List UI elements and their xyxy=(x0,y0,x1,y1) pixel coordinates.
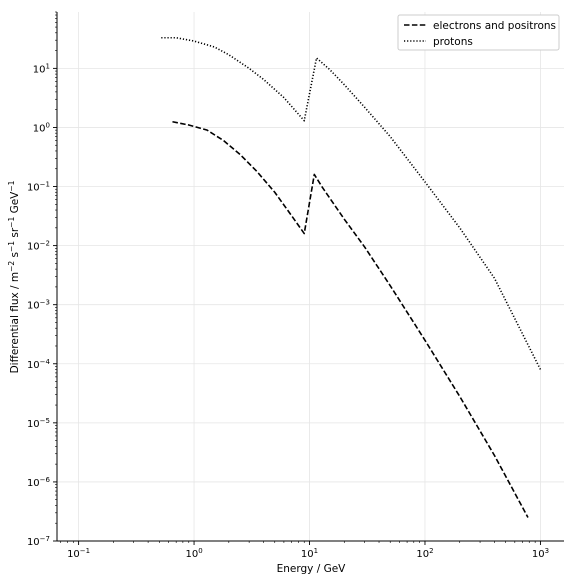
legend-label-protons: protons xyxy=(433,36,473,48)
electrons-positrons-line xyxy=(172,120,529,518)
x-tick-label: 100 xyxy=(185,547,202,560)
y-axis-title-s: s xyxy=(9,252,21,261)
legend-box xyxy=(397,14,560,51)
y-axis-title: Differential flux / m−2 s−1 sr−1 GeV−1 xyxy=(7,180,21,373)
protons-line xyxy=(161,36,542,370)
legend: electrons and positrons protons xyxy=(397,14,560,51)
y-axis-title-m-exp: −2 xyxy=(7,261,16,272)
y-tick-label: 10−2 xyxy=(27,240,50,253)
y-axis-title-gev: GeV xyxy=(9,191,21,217)
y-tick-label: 10−7 xyxy=(27,535,50,548)
legend-label-electrons: electrons and positrons xyxy=(433,20,556,32)
y-tick-label: 10−4 xyxy=(27,358,51,371)
y-axis-title-sr: sr xyxy=(9,227,21,241)
y-tick-label: 101 xyxy=(33,62,50,75)
y-axis-title-gev-exp: −1 xyxy=(7,180,16,191)
y-axis-ticks: 10−7 10−6 10−5 10−4 10−3 10−2 10−1 100 101 xyxy=(27,11,57,548)
x-tick-label: 103 xyxy=(532,547,549,560)
y-tick-label: 10−6 xyxy=(27,476,51,489)
y-axis-title-prefix: Differential flux / m xyxy=(9,272,21,374)
y-axis-title-s-exp: −1 xyxy=(7,241,16,252)
y-tick-label: 10−5 xyxy=(27,417,50,430)
y-tick-label: 100 xyxy=(33,121,50,134)
x-axis-title: Energy / GeV xyxy=(277,563,347,575)
y-tick-label: 10−3 xyxy=(27,299,50,312)
series-lines xyxy=(161,36,542,518)
y-tick-label: 10−1 xyxy=(27,181,50,194)
x-tick-label: 102 xyxy=(416,547,433,560)
x-tick-label: 10−1 xyxy=(67,547,90,560)
x-tick-label: 101 xyxy=(301,547,318,560)
x-axis-ticks: 10−1 100 101 102 103 xyxy=(60,541,549,560)
y-axis-title-sr-exp: −1 xyxy=(7,217,16,228)
